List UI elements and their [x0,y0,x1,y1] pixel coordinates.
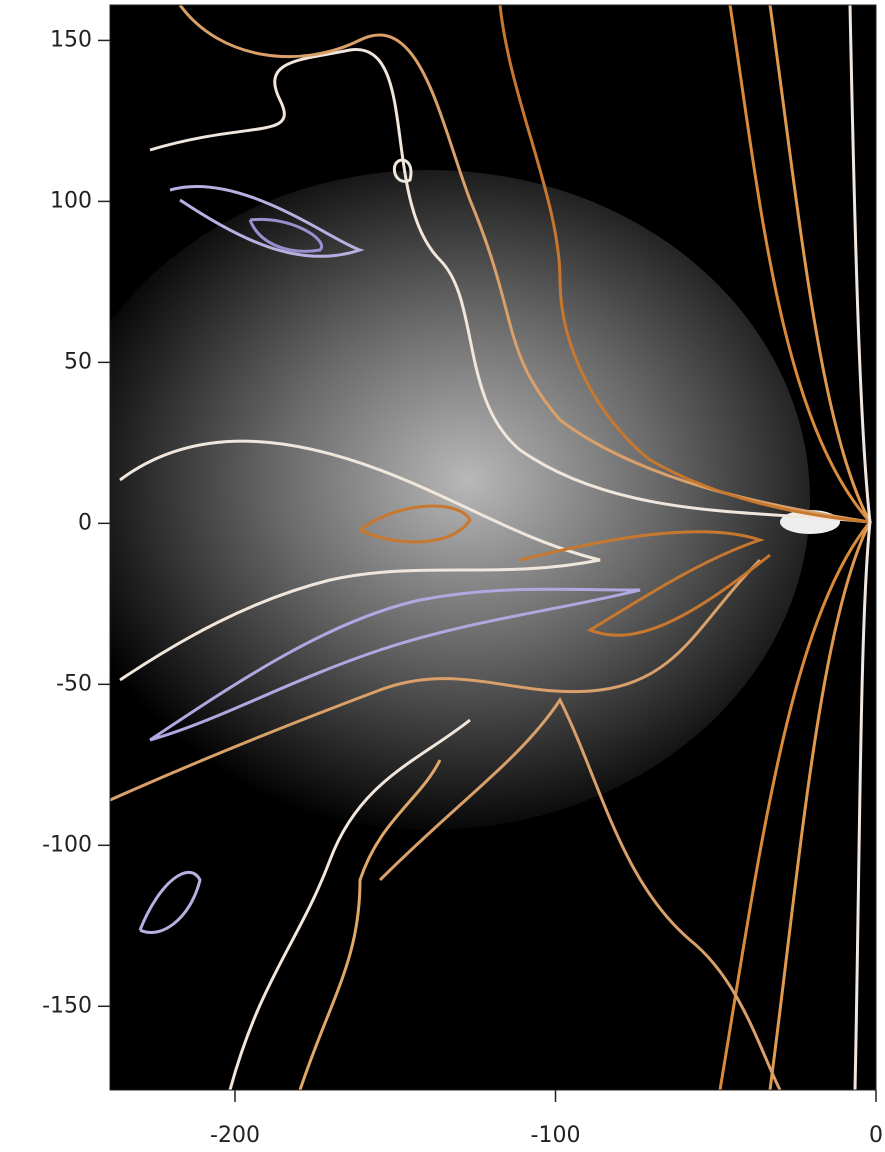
plot-area [50,5,876,1090]
y-tick-label: 0 [78,510,92,535]
y-tick-label: 50 [64,349,92,374]
y-tick-label: -150 [42,993,92,1018]
y-tick-label: 100 [50,188,92,213]
y-tick-label: 150 [50,27,92,52]
x-tick-label: -100 [531,1123,581,1148]
chart: 150 100 50 0 -50 -100 -150 -200 -100 0 [0,0,885,1152]
y-tick-label: -100 [42,832,92,857]
x-tick-label: -200 [210,1123,260,1148]
x-tick-label: 0 [869,1123,883,1148]
y-tick-label: -50 [56,671,92,696]
